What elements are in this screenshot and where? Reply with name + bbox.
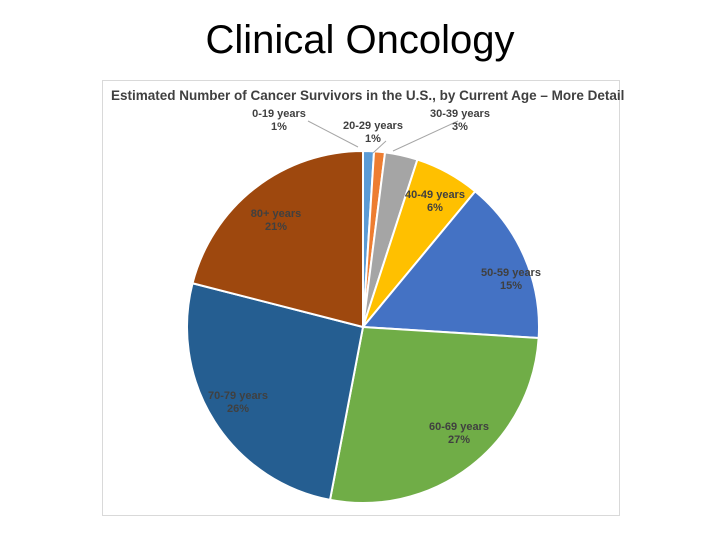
- slice-value-30-39-years: 3%: [452, 121, 468, 133]
- pie-slice-50-59-years: [360, 189, 540, 340]
- slice-value-0-19-years: 1%: [271, 121, 287, 133]
- pie-chart: Estimated Number of Cancer Survivors in …: [102, 80, 625, 516]
- slice-label-70-79-years: 70-79 years: [208, 390, 268, 402]
- slice-value-50-59-years: 15%: [500, 280, 522, 292]
- chart-title: Estimated Number of Cancer Survivors in …: [111, 88, 625, 103]
- slide-title: Clinical Oncology: [205, 18, 515, 62]
- slice-label-80-years: 80+ years: [251, 208, 301, 220]
- slice-value-70-79-years: 26%: [227, 403, 249, 415]
- slice-value-20-29-years: 1%: [365, 133, 381, 145]
- slice-label-30-39-years: 30-39 years: [430, 108, 490, 120]
- leader-line: [307, 120, 359, 148]
- pie-slice-60-69-years: [328, 325, 540, 504]
- pie-slice-80-years: [191, 149, 364, 329]
- leader-line: [372, 140, 387, 154]
- slice-label-40-49-years: 40-49 years: [405, 189, 465, 201]
- slice-label-60-69-years: 60-69 years: [429, 421, 489, 433]
- slice-value-80-years: 21%: [265, 221, 287, 233]
- slice-label-0-19-years: 0-19 years: [252, 108, 306, 120]
- slice-value-40-49-years: 6%: [427, 202, 443, 214]
- pie-slice-70-79-years: [186, 282, 365, 502]
- slice-label-20-29-years: 20-29 years: [343, 120, 403, 132]
- leader-line: [392, 120, 459, 152]
- slice-value-60-69-years: 27%: [448, 434, 470, 446]
- slice-label-50-59-years: 50-59 years: [481, 267, 541, 279]
